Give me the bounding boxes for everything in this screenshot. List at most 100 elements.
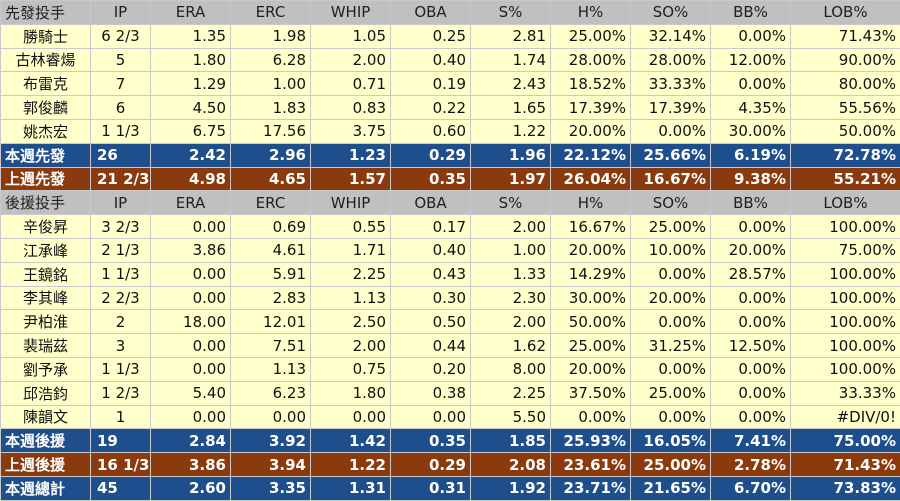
stat-cell: 2.25 — [470, 380, 551, 406]
stat-cell: 0.29 — [390, 452, 471, 477]
stat-cell: 75.00% — [790, 428, 900, 454]
stat-cell: 0.00% — [710, 404, 791, 430]
relievers-header-row: 後援投手 IP ERA ERC WHIP OBA S% H% SO% BB% LOB% — [0, 190, 900, 216]
stat-cell: 2.00 — [470, 309, 551, 335]
stat-cell: 1.57 — [310, 166, 391, 192]
pitcher-name: 本週後援 — [0, 428, 91, 454]
stat-cell: 1.35 — [150, 23, 231, 49]
stat-cell: 1.22 — [310, 452, 391, 477]
stat-cell: 0.20 — [390, 356, 471, 382]
stat-cell: 55.21% — [790, 166, 900, 192]
pitcher-name: 本週總計 — [0, 475, 91, 501]
stat-cell: 1.13 — [310, 285, 391, 311]
stat-cell: 1.00 — [470, 237, 551, 263]
stat-cell: 0.83 — [310, 95, 391, 120]
last-week-relievers-row: 上週後援 16 1/3 3.86 3.94 1.22 0.29 2.08 23.61% 25.0… — [0, 452, 900, 477]
stat-cell: 2.30 — [470, 285, 551, 311]
table-row: 李其峰 2 2/3 0.00 2.83 1.13 0.30 2.30 30.00% 20.00%… — [0, 285, 900, 311]
stat-cell: 4.50 — [150, 95, 231, 120]
pitcher-name: 江承峰 — [0, 237, 91, 263]
stat-cell: 45 — [90, 475, 151, 501]
stat-cell: 0.00% — [710, 356, 791, 382]
column-header: ERC — [230, 0, 311, 25]
stat-cell: 28.00% — [630, 47, 711, 73]
pitcher-name: 尹柏淮 — [0, 309, 91, 335]
stat-cell: 2.00 — [470, 214, 551, 239]
stat-cell: 100.00% — [790, 214, 900, 239]
column-header: ERA — [150, 190, 231, 216]
stat-cell: 18.52% — [550, 71, 631, 97]
stat-cell: 32.14% — [630, 23, 711, 49]
stat-cell: 2.81 — [470, 23, 551, 49]
last-week-starters-row: 上週先發 21 2/3 4.98 4.65 1.57 0.35 1.97 26.04% 16.6… — [0, 166, 900, 192]
stat-cell: 33.33% — [630, 71, 711, 97]
stat-cell: 0.00 — [150, 261, 231, 287]
stat-cell: 0.30 — [390, 285, 471, 311]
stat-cell: 75.00% — [790, 237, 900, 263]
column-header: IP — [90, 0, 151, 25]
stat-cell: 37.50% — [550, 380, 631, 406]
column-header: ERA — [150, 0, 231, 25]
stat-cell: 3 — [90, 333, 151, 358]
stat-cell: 1.92 — [470, 475, 551, 501]
stat-cell: 0.00% — [710, 71, 791, 97]
pitcher-name: 李其峰 — [0, 285, 91, 311]
stat-cell: 28.00% — [550, 47, 631, 73]
stat-cell: 1.98 — [230, 23, 311, 49]
stat-cell: 5.40 — [150, 380, 231, 406]
stat-cell: 80.00% — [790, 71, 900, 97]
stat-cell: 71.43% — [790, 452, 900, 477]
stat-cell: 10.00% — [630, 237, 711, 263]
stat-cell: 3.94 — [230, 452, 311, 477]
stat-cell: 25.00% — [630, 214, 711, 239]
table-row: 江承峰 2 1/3 3.86 4.61 1.71 0.40 1.00 20.00% 10.00%… — [0, 237, 900, 263]
stat-cell: 73.83% — [790, 475, 900, 501]
stat-cell: 2 — [90, 309, 151, 335]
stat-cell: 0.00% — [710, 285, 791, 311]
stat-cell: 0.69 — [230, 214, 311, 239]
pitcher-name: 辛俊昇 — [0, 214, 91, 239]
stat-cell: 1.13 — [230, 356, 311, 382]
this-week-total-row: 本週總計 45 2.60 3.35 1.31 0.31 1.92 23.71% 21.65% 6.… — [0, 475, 900, 501]
pitcher-name: 劉予承 — [0, 356, 91, 382]
table-row: 布雷克 7 1.29 1.00 0.71 0.19 2.43 18.52% 33.33% 0.00… — [0, 71, 900, 97]
stat-cell: 2.50 — [310, 309, 391, 335]
stat-cell: 4.98 — [150, 166, 231, 192]
stat-cell: 0.19 — [390, 71, 471, 97]
stat-cell: 2 1/3 — [90, 237, 151, 263]
table-row: 陳韻文 1 0.00 0.00 0.00 0.00 5.50 0.00% 0.00% 0.00% #… — [0, 404, 900, 430]
stat-cell: 3.86 — [150, 452, 231, 477]
stat-cell: 0.00 — [150, 214, 231, 239]
stat-cell: 0.00% — [710, 309, 791, 335]
stat-cell: 0.25 — [390, 23, 471, 49]
stat-cell: 100.00% — [790, 356, 900, 382]
stat-cell: 50.00% — [550, 309, 631, 335]
stat-cell: 100.00% — [790, 285, 900, 311]
stat-cell: 2.00 — [310, 333, 391, 358]
column-header: BB% — [710, 190, 791, 216]
stat-cell: 3.86 — [150, 237, 231, 263]
stat-cell: 31.25% — [630, 333, 711, 358]
stat-cell: 33.33% — [790, 380, 900, 406]
stat-cell: 0.00 — [150, 356, 231, 382]
pitcher-name: 姚杰宏 — [0, 118, 91, 144]
column-header: S% — [470, 0, 551, 25]
stat-cell: 1.97 — [470, 166, 551, 192]
stat-cell: 2.96 — [230, 142, 311, 168]
stat-cell: 21.65% — [630, 475, 711, 501]
stat-cell: 0.35 — [390, 166, 471, 192]
stat-cell: 90.00% — [790, 47, 900, 73]
this-week-starters-row: 本週先發 26 2.42 2.96 1.23 0.29 1.96 22.12% 25.66% 6.… — [0, 142, 900, 168]
stat-cell: 3.92 — [230, 428, 311, 454]
stat-cell: 16 1/3 — [90, 452, 151, 477]
stat-cell: 100.00% — [790, 309, 900, 335]
table-row: 郭俊麟 6 4.50 1.83 0.83 0.22 1.65 17.39% 17.39% 4.35… — [0, 95, 900, 120]
stat-cell: 2.25 — [310, 261, 391, 287]
stat-cell: 5.91 — [230, 261, 311, 287]
column-header: IP — [90, 190, 151, 216]
stat-cell: 0.00 — [310, 404, 391, 430]
stat-cell: 20.00% — [630, 285, 711, 311]
stat-cell: 17.56 — [230, 118, 311, 144]
